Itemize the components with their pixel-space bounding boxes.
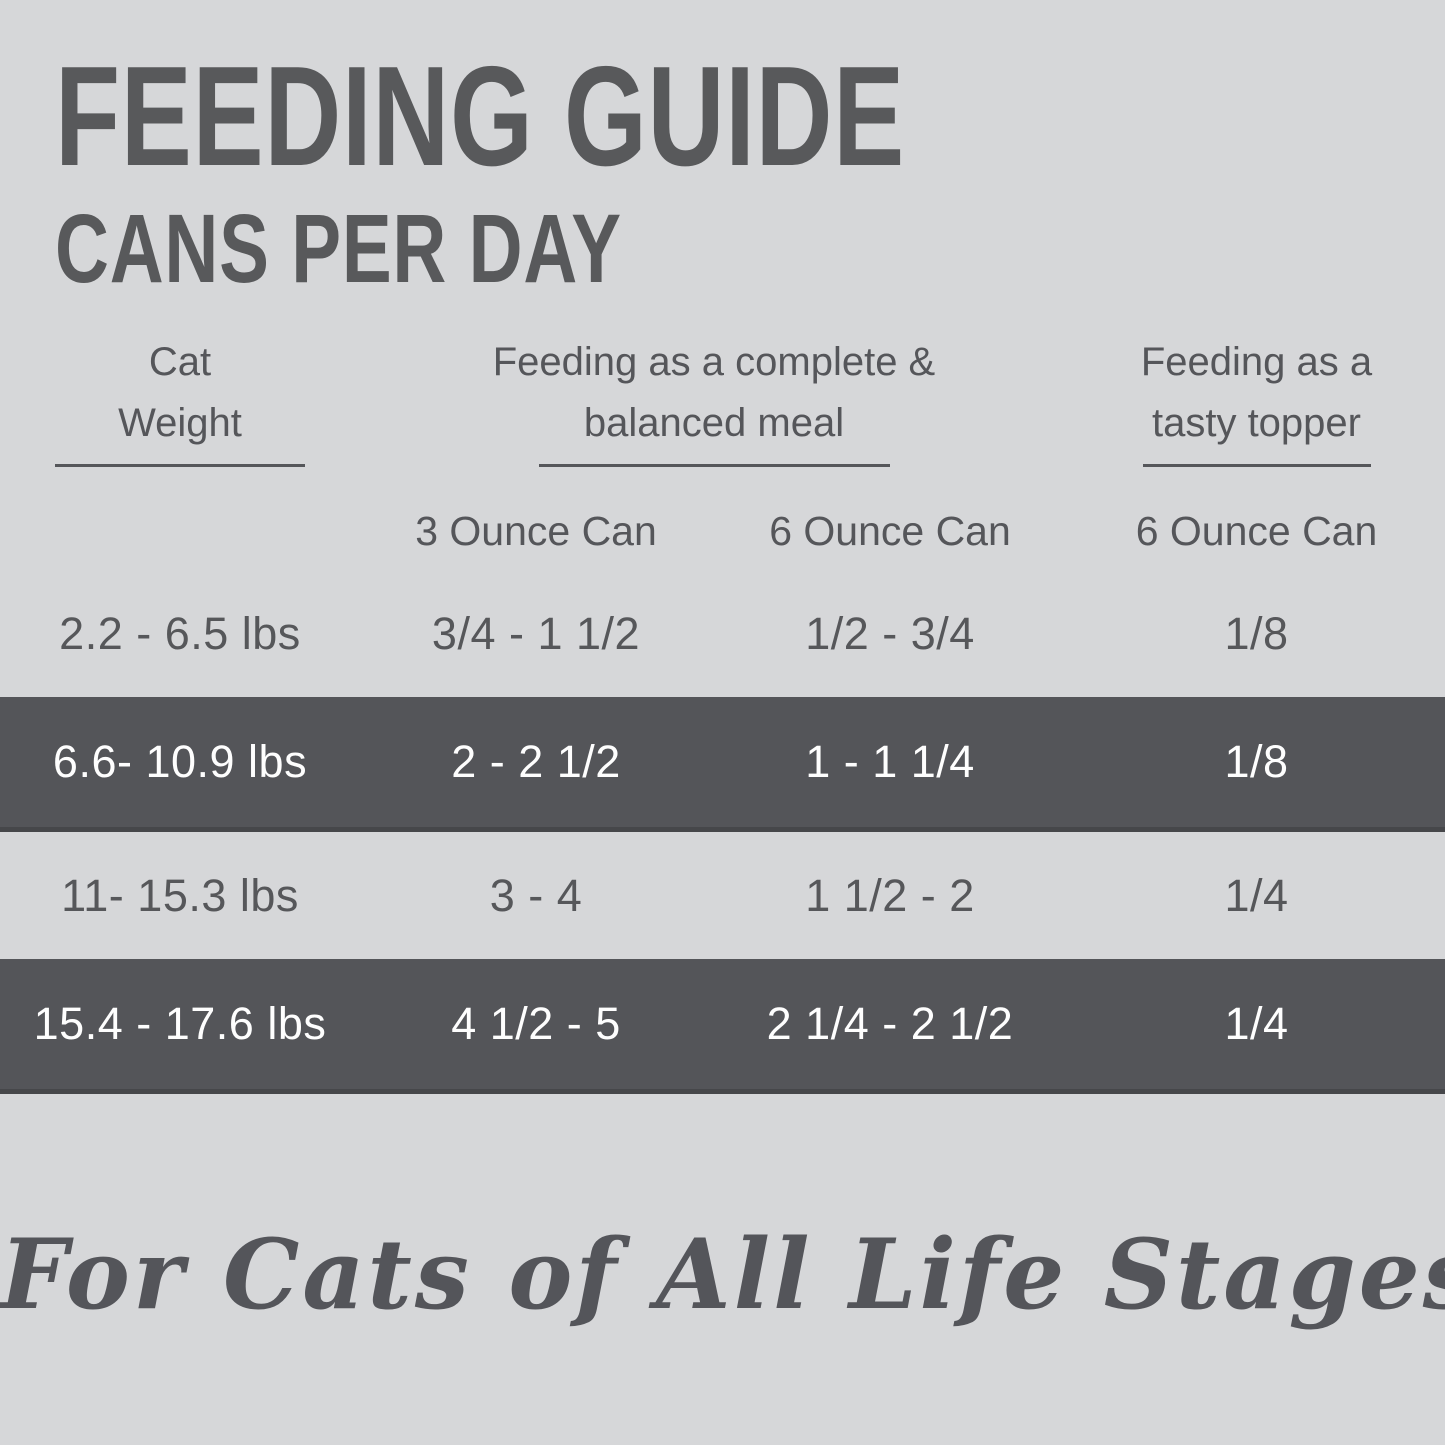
weight-cell: 15.4 - 17.6 lbs bbox=[33, 998, 327, 1049]
table-row: 2.2 - 6.5 lbs 3/4 - 1 1/2 1/2 - 3/4 1/8 bbox=[0, 570, 1445, 697]
meal-3oz-cell: 2 - 2 1/2 bbox=[451, 736, 621, 787]
header-complete-meal: Feeding as a complete & balanced meal bbox=[360, 332, 1068, 467]
tagline-script: For Cats of All Life Stages bbox=[0, 1218, 1445, 1331]
header-cat-weight-line1: Cat bbox=[148, 340, 212, 384]
subheader-6oz-can-meal: 6 Ounce Can bbox=[769, 508, 1011, 554]
meal-6oz-cell: 1 - 1 1/4 bbox=[805, 736, 975, 787]
header-tasty-topper: Feeding as a tasty topper bbox=[1068, 332, 1445, 467]
header-underline bbox=[1142, 464, 1371, 467]
header-tasty-topper-line1: Feeding as a bbox=[1140, 340, 1373, 384]
header-complete-meal-line2: balanced meal bbox=[583, 401, 845, 445]
meal-3oz-cell: 4 1/2 - 5 bbox=[451, 998, 621, 1049]
page-title: FEEDING GUIDE bbox=[55, 37, 906, 196]
table-row: 15.4 - 17.6 lbs 4 1/2 - 5 2 1/4 - 2 1/2 … bbox=[0, 959, 1445, 1094]
topper-6oz-cell: 1/4 bbox=[1224, 869, 1289, 921]
header-tasty-topper-line2: tasty topper bbox=[1151, 401, 1361, 445]
weight-cell: 2.2 - 6.5 lbs bbox=[59, 607, 301, 659]
weight-cell: 6.6- 10.9 lbs bbox=[52, 736, 308, 787]
table-row: 6.6- 10.9 lbs 2 - 2 1/2 1 - 1 1/4 1/8 bbox=[0, 697, 1445, 832]
meal-6oz-cell: 1/2 - 3/4 bbox=[805, 607, 975, 659]
subheader-3oz-can: 3 Ounce Can bbox=[415, 508, 657, 554]
topper-6oz-cell: 1/4 bbox=[1224, 998, 1289, 1049]
header-cat-weight: Cat Weight bbox=[0, 332, 360, 467]
meal-3oz-cell: 3/4 - 1 1/2 bbox=[431, 607, 641, 659]
feeding-table: 2.2 - 6.5 lbs 3/4 - 1 1/2 1/2 - 3/4 1/8 … bbox=[0, 570, 1445, 1094]
table-subheader-row: 3 Ounce Can 6 Ounce Can 6 Ounce Can bbox=[0, 506, 1445, 556]
weight-cell: 11- 15.3 lbs bbox=[61, 869, 299, 921]
page-subtitle: CANS PER DAY bbox=[55, 194, 622, 303]
header-complete-meal-line1: Feeding as a complete & bbox=[492, 340, 936, 384]
table-row: 11- 15.3 lbs 3 - 4 1 1/2 - 2 1/4 bbox=[0, 832, 1445, 959]
topper-6oz-cell: 1/8 bbox=[1224, 736, 1289, 787]
topper-6oz-cell: 1/8 bbox=[1224, 607, 1289, 659]
meal-3oz-cell: 3 - 4 bbox=[489, 869, 583, 921]
header-cat-weight-line2: Weight bbox=[118, 401, 242, 445]
header-underline bbox=[538, 464, 890, 467]
table-header-row: Cat Weight Feeding as a complete & balan… bbox=[0, 332, 1445, 467]
header-underline bbox=[55, 464, 305, 467]
meal-6oz-cell: 1 1/2 - 2 bbox=[805, 869, 975, 921]
meal-6oz-cell: 2 1/4 - 2 1/2 bbox=[766, 998, 1014, 1049]
subheader-6oz-can-topper: 6 Ounce Can bbox=[1135, 508, 1378, 554]
